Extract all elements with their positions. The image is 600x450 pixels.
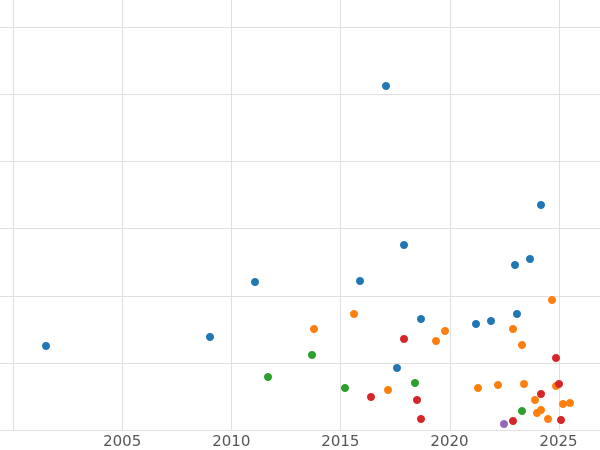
data-point-series-blue (510, 261, 519, 270)
gridline-vertical (340, 0, 342, 430)
data-point-series-orange (493, 381, 502, 389)
data-point-series-blue (393, 364, 402, 373)
data-point-series-blue (471, 319, 480, 328)
data-point-series-orange (543, 415, 552, 424)
data-point-series-orange (558, 399, 567, 408)
gridline-vertical (122, 0, 124, 430)
data-point-series-red (508, 417, 517, 426)
data-point-series-orange (384, 386, 393, 395)
data-point-series-red (399, 335, 408, 344)
data-point-series-green (308, 351, 316, 360)
data-point-series-red (552, 354, 561, 363)
data-point-series-orange (530, 396, 539, 405)
data-point-series-orange (441, 327, 450, 336)
data-point-series-blue (486, 317, 495, 326)
gridline-vertical (558, 0, 560, 430)
data-point-series-orange (548, 296, 556, 305)
x-tick-label: 2020 (430, 432, 469, 450)
gridline-horizontal (0, 228, 600, 230)
gridline-horizontal (0, 430, 600, 431)
data-point-series-blue (537, 200, 546, 209)
x-tick-label: 2010 (212, 432, 251, 450)
x-tick-label: 2015 (321, 432, 360, 450)
data-point-series-red (417, 415, 426, 424)
data-point-series-blue (251, 278, 260, 287)
data-point-series-orange (517, 341, 526, 350)
plot-area (0, 0, 600, 431)
data-point-series-orange (508, 324, 517, 333)
data-point-series-green (517, 407, 526, 416)
data-point-series-blue (526, 254, 535, 263)
data-point-series-green (340, 384, 349, 393)
data-point-series-blue (399, 241, 408, 250)
data-point-series-orange (349, 309, 358, 318)
data-point-series-orange (473, 384, 482, 393)
data-point-series-green (410, 379, 419, 387)
x-tick-label: 2025 (539, 432, 578, 450)
data-point-series-red (412, 396, 421, 405)
data-point-series-red (554, 380, 563, 389)
data-point-series-blue (417, 314, 426, 323)
data-point-series-orange (532, 409, 541, 418)
data-point-series-orange (565, 399, 574, 408)
gridline-vertical (231, 0, 233, 430)
data-point-series-blue (382, 82, 391, 90)
gridline-horizontal (0, 295, 600, 297)
gridline-horizontal (0, 362, 600, 364)
data-point-series-orange (310, 324, 319, 333)
data-point-series-orange (432, 336, 441, 345)
data-point-series-blue (356, 276, 364, 285)
gridline-horizontal (0, 94, 600, 96)
x-tick-label: 2005 (103, 432, 142, 450)
gridline-horizontal (0, 26, 600, 28)
data-point-series-blue (513, 309, 522, 318)
data-point-series-red (366, 393, 375, 402)
data-point-series-red (556, 415, 565, 424)
data-point-series-orange (537, 405, 546, 414)
data-point-series-purple (500, 420, 508, 428)
gridline-vertical (449, 0, 451, 430)
x-axis: 2005 2010 2015 2020 2025 (0, 430, 600, 450)
gridline-horizontal (0, 161, 600, 163)
data-point-series-orange (519, 380, 528, 389)
data-point-series-red (537, 390, 546, 399)
data-point-series-green (264, 372, 273, 381)
data-point-series-blue (205, 333, 214, 342)
data-point-series-blue (41, 342, 50, 350)
gridline-vertical (13, 0, 15, 430)
